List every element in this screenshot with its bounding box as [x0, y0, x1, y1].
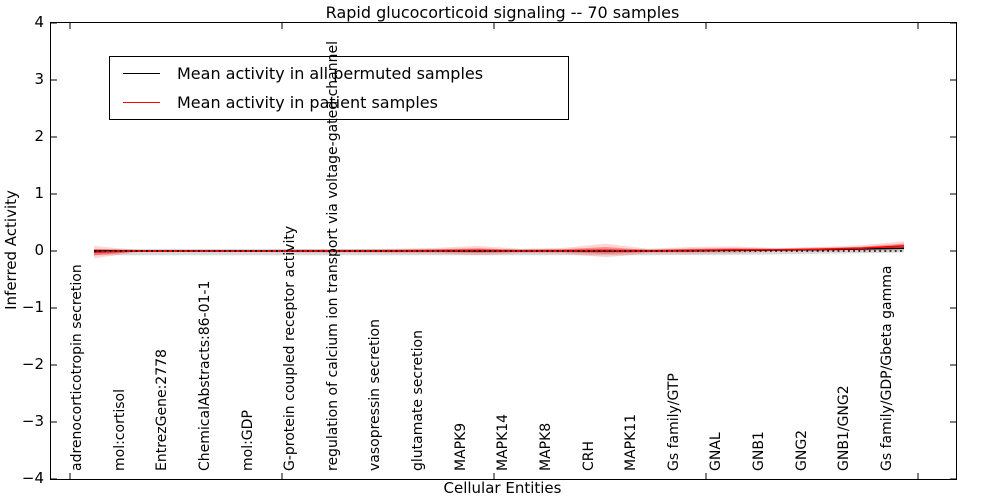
entity-label: EntrezGene:2778 — [154, 349, 171, 471]
entity-label: vasopressin secretion — [367, 319, 384, 471]
chart-canvas — [51, 23, 956, 479]
entity-label: adrenocorticotropin secretion — [69, 264, 85, 471]
permuted-line-swatch-icon — [123, 73, 160, 74]
entity-label: GNAL — [708, 432, 725, 471]
entity-label: GNG2 — [793, 429, 810, 471]
y-tick-label: −1 — [21, 298, 44, 316]
entity-label: CRH — [580, 440, 597, 471]
entity-label: regulation of calcium ion transport via … — [324, 40, 341, 471]
entity-label: Gs family/GTP — [665, 373, 682, 471]
x-axis-label: Cellular Entities — [443, 479, 562, 497]
y-tick-label: 3 — [34, 70, 44, 88]
entity-label: MAPK8 — [537, 422, 554, 471]
legend-label: Mean activity in all permuted samples — [177, 64, 484, 83]
legend-label: Mean activity in patient samples — [177, 93, 438, 112]
y-tick-label: −2 — [21, 355, 44, 373]
entity-label: ChemicalAbstracts:86-01-1 — [196, 280, 213, 471]
plot-area: Mean activity in all permuted samples Me… — [50, 22, 957, 480]
entity-label: glutamate secretion — [410, 330, 427, 471]
legend-entry-permuted: Mean activity in all permuted samples — [110, 59, 568, 88]
entity-label: mol:GDP — [239, 410, 256, 471]
legend-entry-patient: Mean activity in patient samples — [110, 88, 568, 117]
entity-label: GNB1/GNG2 — [836, 385, 853, 471]
entity-label: GNB1 — [751, 431, 768, 471]
entity-label: mol:cortisol — [111, 389, 128, 471]
y-tick-label: 0 — [34, 241, 44, 259]
entity-label: MAPK11 — [623, 413, 640, 471]
y-tick-label: 2 — [34, 127, 44, 145]
entity-label: MAPK9 — [452, 422, 469, 471]
chart-title: Rapid glucocorticoid signaling -- 70 sam… — [325, 3, 680, 22]
entity-label: MAPK14 — [495, 413, 512, 471]
y-tick-label: −3 — [21, 412, 44, 430]
y-tick-label: 4 — [34, 13, 44, 31]
y-tick-label: −4 — [21, 469, 44, 487]
entity-label: G-protein coupled receptor activity — [282, 225, 299, 471]
y-tick-label: 1 — [34, 184, 44, 202]
legend: Mean activity in all permuted samples Me… — [109, 56, 569, 120]
patient-line-swatch-icon — [123, 102, 160, 103]
entity-label: Gs family/GDP/Gbeta gamma — [878, 265, 895, 472]
